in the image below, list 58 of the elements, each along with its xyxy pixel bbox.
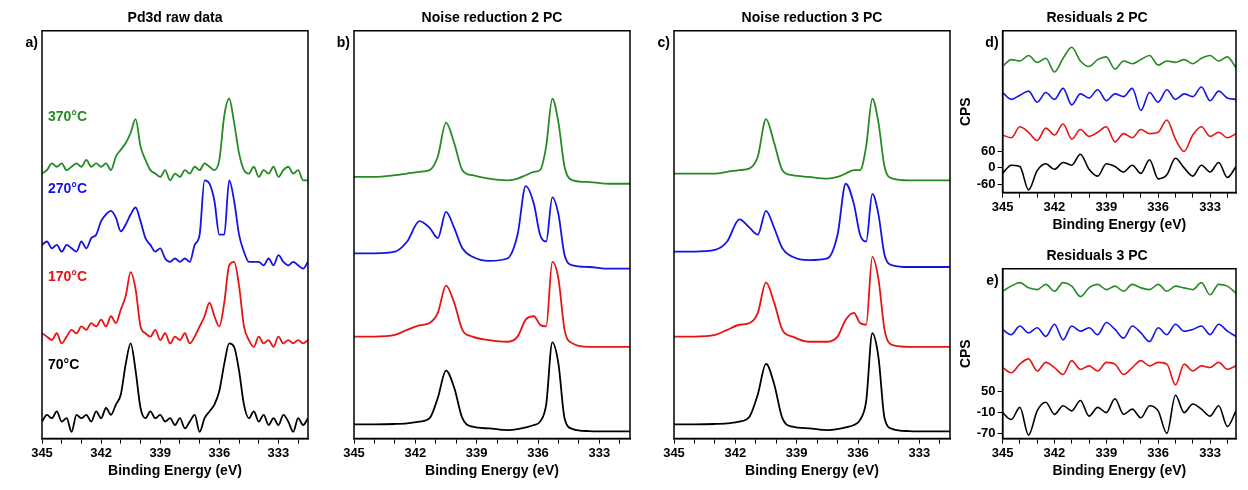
text: a) (25, 33, 38, 50)
text: d) (985, 33, 999, 50)
text: 370°C (48, 108, 88, 125)
x-axis-title: Binding Energy (eV) (745, 462, 879, 479)
y-tick-label: -10 (976, 404, 996, 420)
x-axis-title: Binding Energy (eV) (1052, 216, 1187, 233)
x-axis-title: Binding Energy (eV) (1052, 462, 1187, 479)
x-tick-label: 342 (90, 444, 112, 460)
x-tick-label: 342 (724, 444, 747, 460)
x-tick-label: 336 (527, 444, 549, 460)
line-series (1002, 321, 1236, 343)
x-tick-label: 333 (588, 444, 611, 460)
x-tick-label: 339 (1095, 444, 1118, 460)
x-tick-label: 345 (31, 444, 53, 460)
x-tick-label: 345 (343, 444, 365, 460)
x-tick-label: 333 (1199, 444, 1221, 460)
x-tick-label: 336 (1147, 444, 1170, 460)
line-series (1002, 281, 1236, 298)
y-axis-title: CPS (957, 97, 974, 127)
x-axis-title: Binding Energy (eV) (425, 462, 559, 479)
y-tick-label: -70 (976, 424, 996, 440)
x-tick-label: 333 (908, 444, 931, 460)
x-tick-label: 336 (847, 444, 869, 460)
line-series (1002, 358, 1236, 386)
x-tick-label: 342 (1043, 198, 1066, 214)
x-tick-label: 342 (1043, 444, 1066, 460)
y-tick-label: -60 (976, 175, 996, 191)
x-tick-label: 342 (404, 444, 427, 460)
x-tick-label: 336 (1147, 198, 1170, 214)
line-series (1002, 119, 1236, 153)
x-tick-label: 339 (149, 444, 172, 460)
chart-title: Pd3d raw data (127, 9, 223, 26)
x-tick-label: 333 (267, 444, 290, 460)
x-tick-label: 339 (785, 444, 808, 460)
x-tick-label: 345 (991, 444, 1014, 460)
text: c) (657, 33, 670, 50)
y-tick-label: 0 (988, 159, 996, 175)
x-tick-label: 336 (208, 444, 231, 460)
x-tick-label: 333 (1199, 198, 1221, 214)
text: b) (336, 33, 350, 50)
series-label: 270°C (48, 179, 88, 196)
text: 170°C (48, 268, 88, 285)
text: 70°C (48, 356, 80, 373)
line-series (1002, 86, 1236, 112)
chart-title: Noise reduction 3 PC (741, 9, 883, 26)
x-axis-title: Binding Energy (eV) (108, 462, 242, 479)
x-tick-label: 345 (991, 198, 1014, 214)
line-series (1002, 46, 1236, 73)
x-tick-label: 339 (1095, 198, 1118, 214)
x-tick-label: 339 (465, 444, 488, 460)
chart-title: Residuals 2 PC (1046, 9, 1148, 26)
x-tick-label: 345 (663, 444, 685, 460)
text: e) (986, 271, 999, 288)
y-tick-label: 60 (981, 143, 996, 159)
y-tick-label: 50 (981, 383, 996, 399)
chart-title: Noise reduction 2 PC (421, 9, 563, 26)
chart-title: Residuals 3 PC (1046, 247, 1148, 264)
y-axis-title: CPS (957, 339, 974, 369)
